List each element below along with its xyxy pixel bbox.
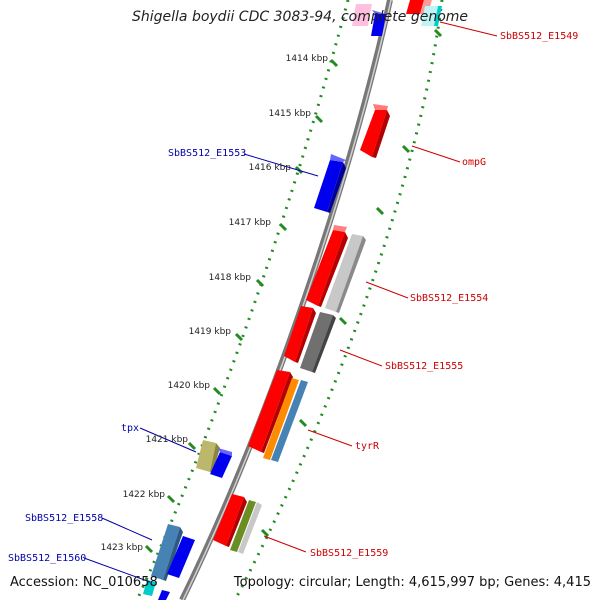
tick-label-1417: 1417 kbp [229,218,272,228]
gene-glyph-e1555[interactable] [300,312,336,373]
gene-glyph-ompg[interactable] [360,104,390,158]
gene-glyph-tyrr-red[interactable] [248,370,293,453]
gene-glyph-blue-tpx[interactable] [210,448,232,478]
gene-label-e1560[interactable]: SbBS512_E1560 [8,553,86,564]
gene-label-e1555[interactable]: SbBS512_E1555 [385,361,463,372]
gene-labels: SbBS512_E1549 ompG SbBS512_E1553 SbBS512… [8,31,578,564]
gene-label-e1559[interactable]: SbBS512_E1559 [310,548,388,559]
label-leaders [83,21,498,583]
gene-label-tpx[interactable]: tpx [121,423,139,434]
gene-label-e1549[interactable]: SbBS512_E1549 [500,31,578,42]
gene-glyph-e1553[interactable] [314,154,346,213]
gene-glyph-e1559-red[interactable] [213,494,247,547]
accession-text: Accession: NC_010658 [10,575,158,590]
tick-label-1418: 1418 kbp [209,273,252,283]
gene-glyph-blue-top[interactable] [371,10,386,36]
tick-label-1420: 1420 kbp [168,381,211,391]
gene-glyph-e1554[interactable] [306,225,348,307]
gene-glyph-tyrr[interactable] [263,378,308,462]
gene-glyph-blue-e1558[interactable] [167,536,195,578]
tick-label-1415: 1415 kbp [269,109,312,119]
gene-glyph-e1560[interactable] [143,580,170,600]
genome-title: Shigella boydii CDC 3083-94, complete ge… [131,9,469,25]
inner-tick-track [135,0,350,600]
tick-label-1419: 1419 kbp [189,327,232,337]
gene-glyph-e1554-gray[interactable] [325,234,366,313]
gene-label-tyrr[interactable]: tyrR [355,441,380,452]
gene-label-e1553[interactable]: SbBS512_E1553 [168,148,246,159]
gene-glyph-e1555-red[interactable] [284,306,316,363]
gene-label-e1554[interactable]: SbBS512_E1554 [410,293,488,304]
gene-label-ompg[interactable]: ompG [462,157,486,168]
gene-glyph-e1558[interactable] [151,524,183,581]
tick-label-1421: 1421 kbp [146,435,189,445]
scale-tick-marks [144,28,443,554]
topology-text: Topology: circular; Length: 4,615,997 bp… [233,575,591,590]
tick-label-1416: 1416 kbp [249,163,292,173]
gene-glyph-e1559[interactable] [230,500,262,554]
gene-glyph-pink[interactable] [352,4,372,26]
scale-labels: 1414 kbp 1415 kbp 1416 kbp 1417 kbp 1418… [101,54,329,553]
tick-label-1422: 1422 kbp [123,490,166,500]
gene-glyph-e1549-companion[interactable] [421,6,442,26]
gene-glyph-tpx[interactable] [196,440,220,472]
tick-label-1423: 1423 kbp [101,543,144,553]
tick-label-1414: 1414 kbp [286,54,329,64]
gene-label-e1558[interactable]: SbBS512_E1558 [25,513,103,524]
genome-backbone [179,0,393,600]
genome-backbone-highlight [182,0,392,600]
